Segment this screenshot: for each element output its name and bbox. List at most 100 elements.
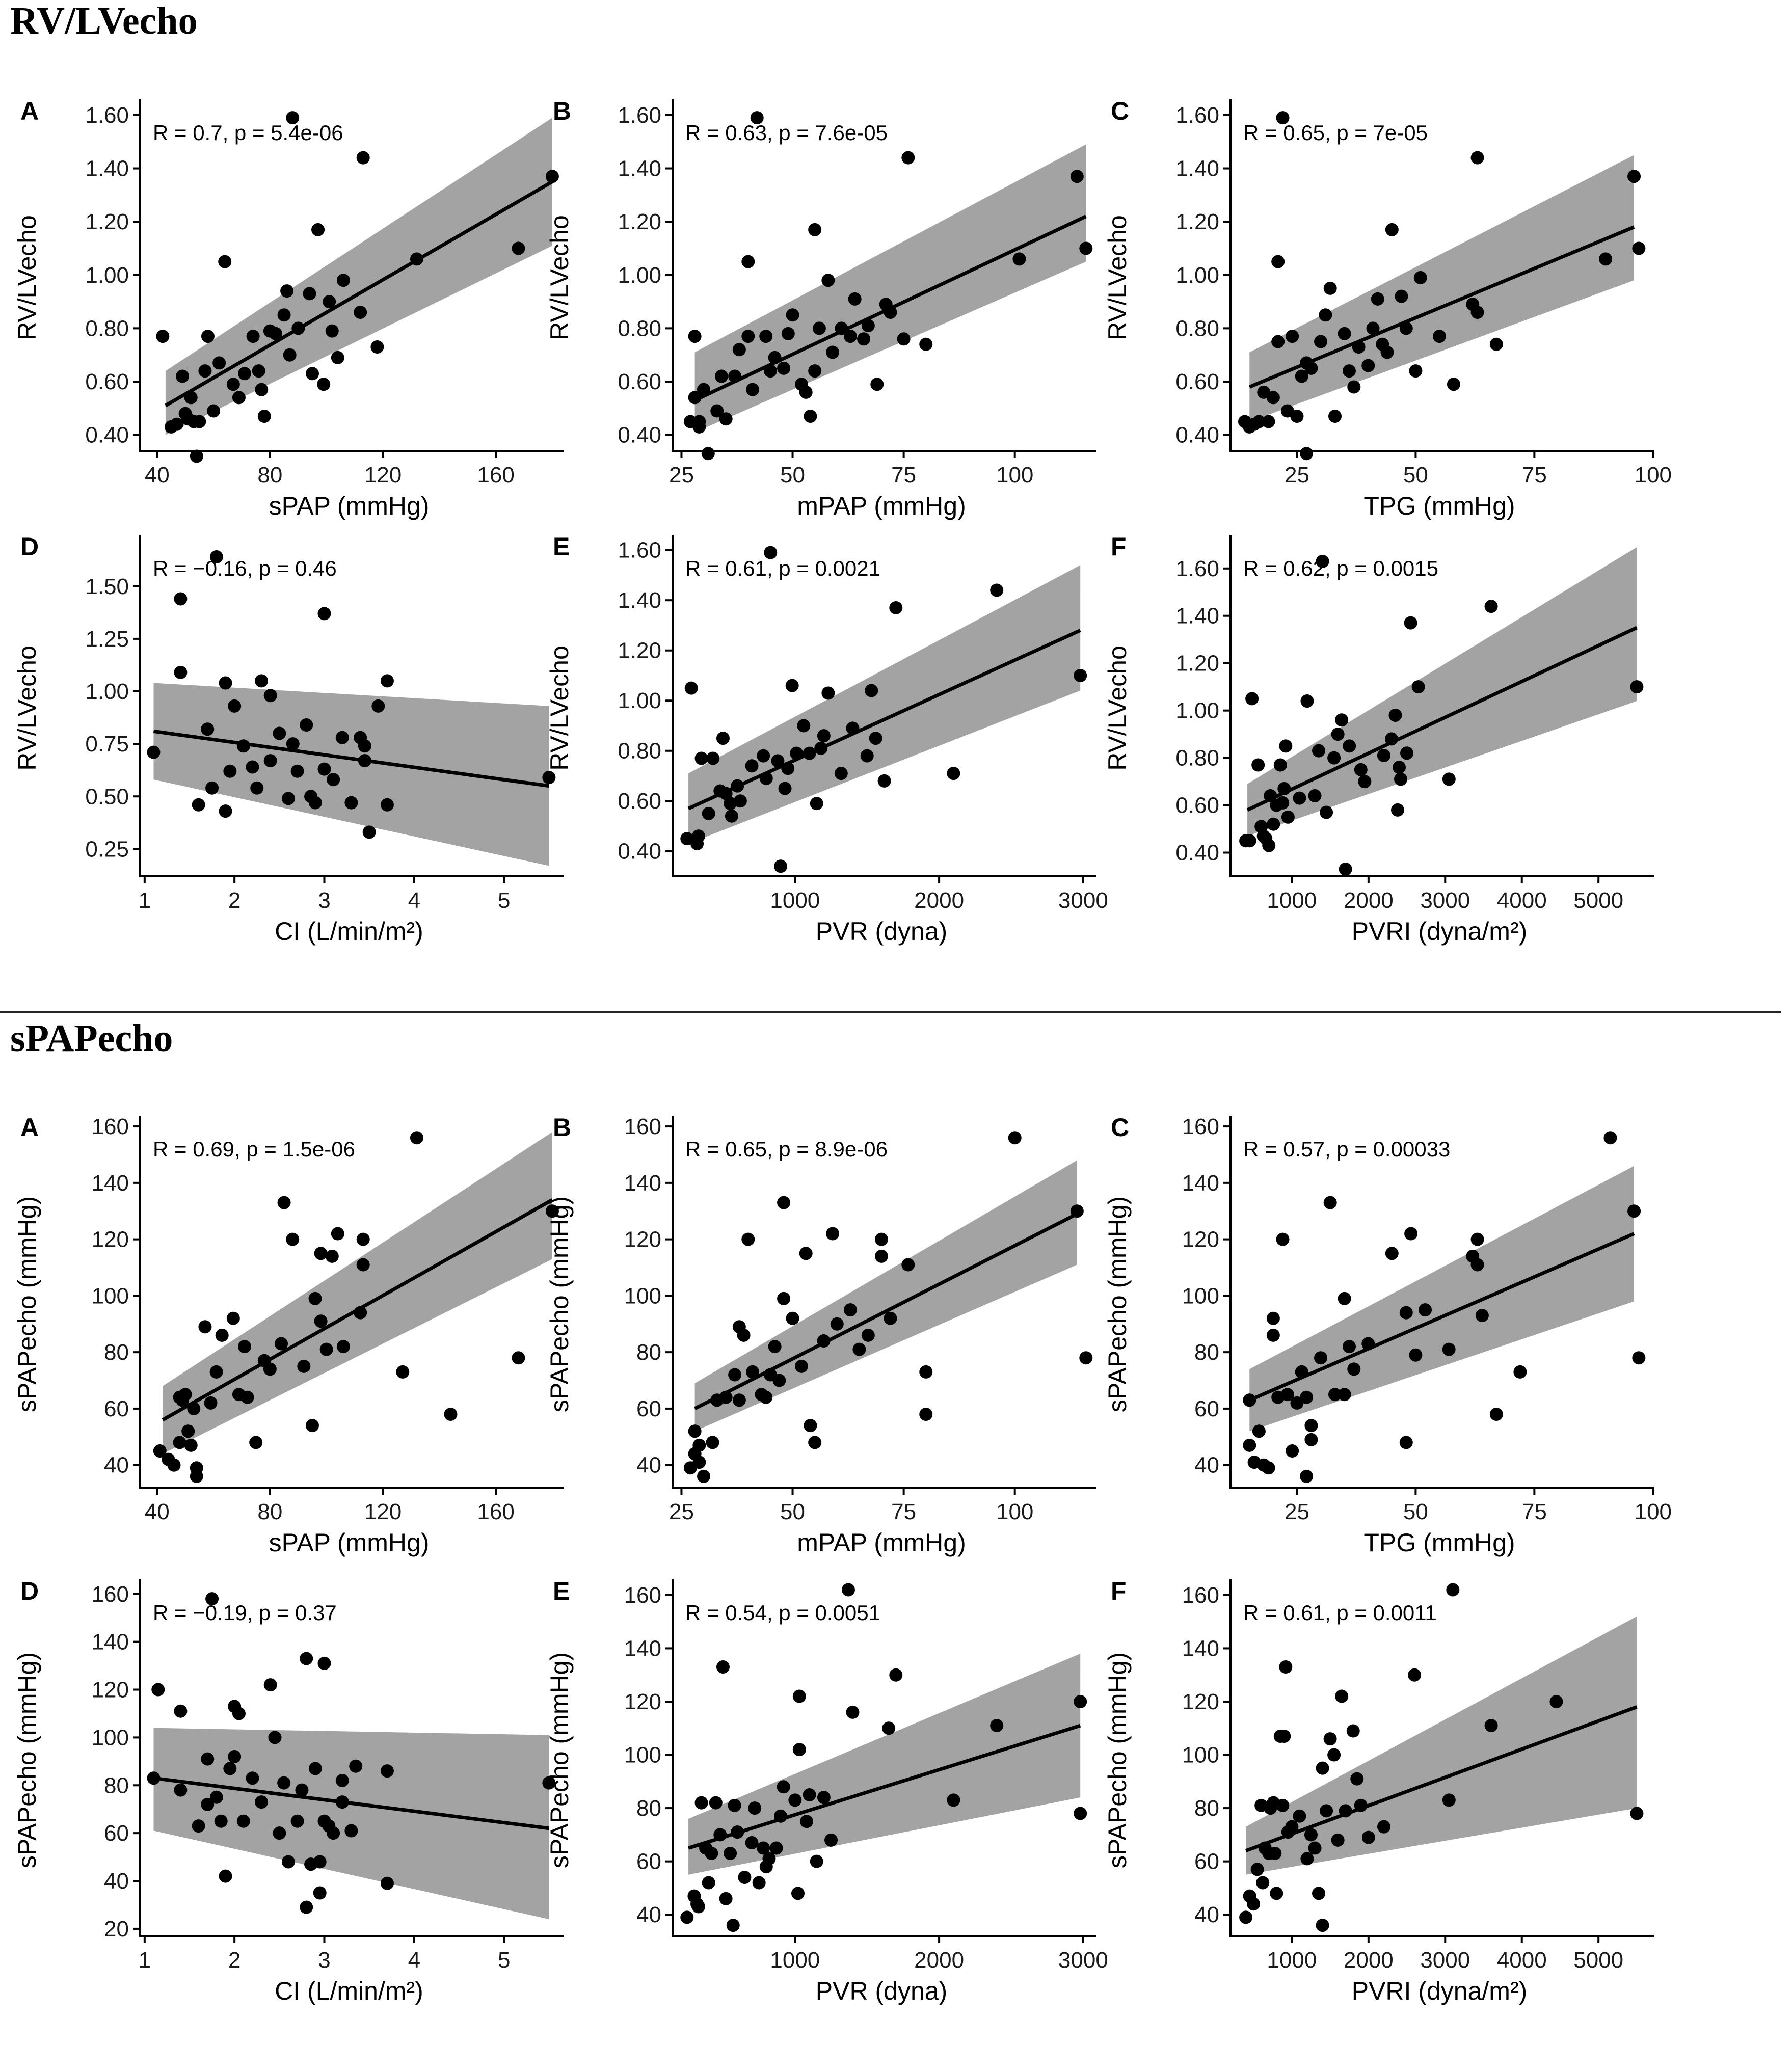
chart-panel-spap-e: 40 60 80 100 120 140 160 1000 2000 3000 PVR (dyna)… xyxy=(545,1577,1108,2005)
data-point xyxy=(1513,1365,1527,1379)
data-point xyxy=(762,1852,776,1866)
data-point xyxy=(750,111,764,125)
data-point xyxy=(1409,1348,1423,1362)
data-point xyxy=(268,1731,282,1744)
data-point xyxy=(1346,1724,1360,1738)
data-point xyxy=(1314,1351,1328,1365)
data-point xyxy=(238,1340,251,1354)
y-tick-label: 1.20 xyxy=(618,209,661,234)
x-axis-title: TPG (mmHg) xyxy=(1363,1528,1515,1557)
x-tick-label: 4 xyxy=(408,1948,420,1973)
data-point xyxy=(354,306,367,319)
x-tick-label: 5000 xyxy=(1573,1948,1623,1973)
data-point xyxy=(808,223,822,236)
data-point xyxy=(327,1826,340,1840)
data-point xyxy=(889,601,903,614)
y-tick-label: 1.40 xyxy=(618,156,661,181)
x-axis-title: CI (L/min/m²) xyxy=(275,917,423,946)
x-axis-title: sPAP (mmHg) xyxy=(269,1528,430,1557)
y-tick-label: 1.00 xyxy=(85,679,129,704)
data-point xyxy=(697,383,711,396)
y-tick-label: 0.60 xyxy=(1175,369,1219,394)
data-point xyxy=(246,330,260,343)
data-point xyxy=(777,361,791,375)
data-point xyxy=(1070,170,1084,183)
x-tick-label: 3000 xyxy=(1420,1948,1470,1973)
x-tick-label: 5 xyxy=(498,1948,510,1973)
data-point xyxy=(356,151,370,165)
y-axis-title: RV/LVecho xyxy=(1103,215,1132,340)
data-point xyxy=(277,1776,291,1790)
data-point xyxy=(319,1342,333,1356)
x-axis-title: PVRI (dyna/m²) xyxy=(1352,917,1528,946)
x-tick-label: 3000 xyxy=(1420,888,1470,913)
x-tick-label: 75 xyxy=(891,1499,916,1524)
x-axis-title: TPG (mmHg) xyxy=(1363,492,1515,520)
data-point xyxy=(748,1801,762,1815)
correlation-annotation: R = −0.16, p = 0.46 xyxy=(153,556,337,580)
data-point xyxy=(246,1771,259,1785)
correlation-annotation: R = 0.57, p = 0.00033 xyxy=(1243,1137,1450,1161)
data-point xyxy=(1475,1309,1489,1323)
data-point xyxy=(1327,751,1341,765)
y-tick-label: 1.20 xyxy=(85,209,129,234)
y-tick-label: 1.00 xyxy=(1175,263,1219,288)
y-tick-label: 120 xyxy=(92,1678,129,1703)
data-point xyxy=(1079,241,1093,255)
data-point xyxy=(167,1458,181,1472)
data-point xyxy=(919,1365,933,1379)
data-point xyxy=(291,321,305,335)
data-point xyxy=(1489,1408,1503,1421)
chart-panel-rvlv-a: 0.40 0.60 0.80 1.00 1.20 1.40 1.60 40 80 120 160 sP… xyxy=(13,97,564,520)
y-tick-label: 120 xyxy=(1182,1689,1219,1714)
data-point xyxy=(263,1678,277,1692)
data-point xyxy=(1342,1340,1356,1354)
y-axis-title: RV/LVecho xyxy=(545,645,574,771)
data-point xyxy=(889,1668,903,1682)
data-point xyxy=(804,410,817,423)
data-point xyxy=(812,321,826,335)
confidence-band xyxy=(165,118,552,435)
data-point xyxy=(1316,1919,1329,1932)
data-point xyxy=(156,330,170,343)
correlation-annotation: R = 0.61, p = 0.0011 xyxy=(1243,1601,1437,1625)
y-tick-label: 160 xyxy=(92,1114,129,1139)
data-point xyxy=(1342,364,1356,378)
regression-line xyxy=(1248,225,1635,389)
data-point xyxy=(1276,111,1290,125)
data-point xyxy=(1484,1719,1498,1733)
data-point xyxy=(919,337,933,351)
y-tick-label: 0.80 xyxy=(1175,746,1219,771)
data-point xyxy=(769,1841,783,1855)
data-point xyxy=(1632,1351,1646,1365)
chart-panel-rvlv-b: 0.40 0.60 0.80 1.00 1.20 1.40 1.60 25 50 75 100 mPA… xyxy=(545,97,1096,520)
y-tick-label: 1.60 xyxy=(618,538,661,563)
regression-line xyxy=(153,1776,549,1830)
data-point xyxy=(741,330,755,343)
data-point xyxy=(174,1704,188,1718)
data-point xyxy=(349,1759,363,1773)
data-point xyxy=(335,731,349,744)
regression-line xyxy=(688,1724,1081,1850)
data-point xyxy=(732,343,746,357)
x-tick-label: 1000 xyxy=(770,1948,820,1973)
data-point xyxy=(1630,680,1644,694)
chart-panel-rvlv-d: 0.25 0.50 0.75 1.00 1.25 1.50 1 2 3 4 5 CI (L/min/m… xyxy=(13,532,564,946)
data-point xyxy=(1470,306,1484,319)
data-point xyxy=(358,739,371,753)
data-point xyxy=(1267,817,1280,831)
data-point xyxy=(947,1793,960,1807)
data-point xyxy=(728,369,742,383)
x-tick-label: 100 xyxy=(1635,1499,1672,1524)
data-point xyxy=(1323,1732,1337,1746)
data-point xyxy=(810,1854,823,1868)
data-point xyxy=(1446,1583,1460,1597)
data-point xyxy=(1276,1232,1290,1246)
correlation-annotation: R = 0.61, p = 0.0021 xyxy=(685,556,880,580)
data-point xyxy=(714,369,728,383)
data-point xyxy=(1385,223,1399,236)
data-point xyxy=(205,1592,219,1606)
x-axis-title: PVR (dyna) xyxy=(816,917,947,946)
data-point xyxy=(680,1910,694,1924)
data-point xyxy=(192,1819,205,1833)
